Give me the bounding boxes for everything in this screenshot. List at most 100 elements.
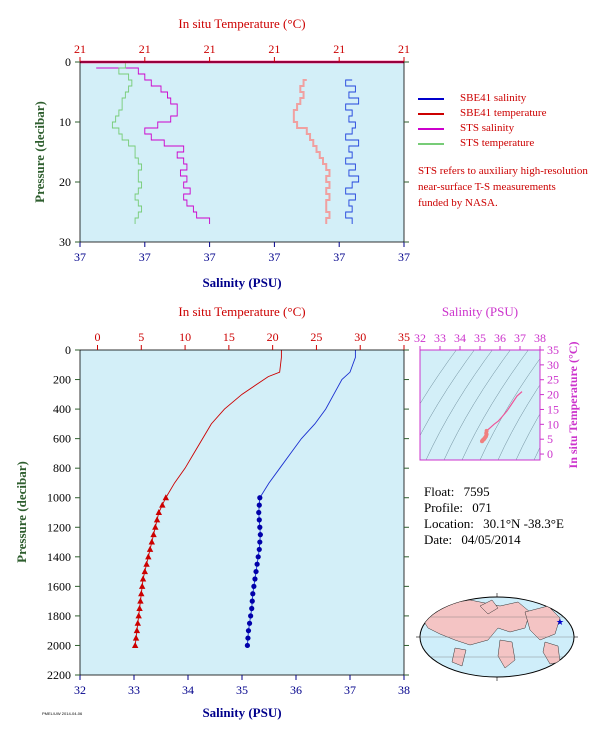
date-value: 04/05/2014	[461, 532, 521, 547]
legend-label: STS temperature	[460, 137, 535, 149]
salinity-marker	[252, 576, 258, 582]
salinity-marker	[256, 517, 262, 523]
top-pressure-tick-label: 10	[59, 115, 71, 129]
salinity-marker	[245, 635, 251, 641]
float-value: 7595	[463, 484, 490, 499]
ts-salinity-tick-label: 33	[434, 331, 446, 345]
temperature-marker	[148, 538, 156, 545]
legend-label: STS salinity	[460, 122, 515, 134]
main-pressure-tick-label: 1200	[47, 520, 71, 534]
salinity-marker	[246, 620, 253, 626]
salinity-marker	[248, 613, 254, 619]
legend-label: SBE41 temperature	[460, 107, 547, 119]
top-pressure-tick-label: 0	[65, 55, 71, 69]
main-pressure-tick-label: 2000	[47, 638, 71, 652]
ts-temp-tick-label: 20	[547, 388, 559, 402]
float-label: Float:	[424, 484, 455, 499]
salinity-marker	[256, 509, 262, 516]
date-label: Date:	[424, 532, 453, 547]
near-surface-panel: 21 21 21 21 21 21 37 37 37 37 37 37 0 10 20 30 In situ …	[32, 16, 410, 290]
main-salinity-tick-label: 38	[398, 683, 410, 697]
main-salinity-tick-label: 32	[74, 683, 86, 697]
temperature-marker	[155, 509, 163, 515]
legend-swatch	[418, 128, 444, 130]
ts-temp-tick-label: 25	[547, 373, 559, 387]
temperature-marker	[139, 575, 147, 582]
temperature-profile-line	[134, 350, 282, 646]
temperature-marker	[134, 619, 141, 626]
ts-temp-tick-label: 15	[547, 402, 559, 416]
temperature-marker	[133, 627, 141, 634]
temperature-marker	[135, 612, 142, 619]
main-temp-tick-label: 30	[354, 330, 366, 344]
main-salinity-tick-label: 37	[344, 683, 356, 697]
main-temp-tick-label: 35	[398, 330, 410, 344]
main-pressure-axis-title: Pressure (decibar)	[14, 461, 29, 563]
main-temp-tick-label: 15	[223, 330, 235, 344]
map-graticule	[420, 616, 574, 658]
top-salinity-axis-title: Salinity (PSU)	[202, 275, 281, 290]
temperature-marker	[138, 590, 145, 597]
main-temp-tick-label: 0	[95, 330, 101, 344]
ts-salinity-tick-label: 35	[474, 331, 486, 345]
top-salinity-tick-label: 37	[74, 250, 86, 264]
ts-temp-tick-label: 10	[547, 417, 559, 431]
ts-point	[480, 439, 484, 444]
main-pressure-tick-label: 1400	[47, 550, 71, 564]
top-temp-tick-label: 21	[74, 42, 86, 56]
main-temp-tick-label: 25	[310, 330, 322, 344]
main-salinity-tick-label: 35	[236, 683, 248, 697]
main-salinity-axis-title: Salinity (PSU)	[202, 705, 281, 720]
main-pressure-tick-label: 0	[65, 343, 71, 357]
profile-label: Profile:	[424, 500, 463, 515]
legend-label: SBE41 salinity	[460, 92, 527, 104]
ts-temp-tick-label: 5	[547, 432, 553, 446]
temperature-marker	[132, 634, 140, 641]
sts-temperature-line	[111, 61, 158, 224]
main-pressure-tick-label: 1000	[47, 491, 71, 505]
temperature-marker	[150, 531, 157, 538]
temperature-marker	[152, 523, 159, 530]
ts-temp-tick-label: 0	[547, 447, 553, 461]
main-pressure-tick-label: 200	[53, 373, 71, 387]
main-salinity-tick-label: 33	[128, 683, 140, 697]
salinity-marker	[255, 554, 261, 560]
location-label: Location:	[424, 516, 474, 531]
top-salinity-tick-label: 37	[139, 250, 151, 264]
salinity-marker	[256, 502, 262, 508]
salinity-marker	[244, 642, 250, 649]
salinity-marker	[257, 524, 263, 530]
sts-salinity-line	[96, 67, 211, 224]
location-line: Location: 30.1°N -38.3°E	[424, 516, 564, 532]
top-temp-tick-label: 21	[333, 42, 345, 56]
main-temp-tick-label: 5	[138, 330, 144, 344]
ts-temp-tick-label: 30	[547, 358, 559, 372]
legend-swatch	[418, 143, 444, 145]
credit-text: PMEL/UW 2014-04-06	[42, 711, 83, 716]
top-temp-tick-label: 21	[204, 42, 216, 56]
salinity-marker	[250, 591, 256, 597]
ts-salinity-axis-title: Salinity (PSU)	[442, 304, 518, 319]
salinity-marker	[256, 546, 262, 553]
temperature-marker	[138, 582, 146, 589]
date-line: Date: 04/05/2014	[424, 532, 521, 548]
main-salinity-tick-label: 36	[290, 683, 302, 697]
temperature-marker	[141, 568, 148, 575]
near-surface-frame	[79, 61, 405, 243]
salinity-marker	[254, 561, 260, 567]
top-pressure-tick-label: 20	[59, 175, 71, 189]
top-salinity-tick-label: 37	[398, 250, 410, 264]
ts-plot-area	[420, 350, 540, 460]
top-temp-tick-label: 21	[139, 42, 151, 56]
salinity-marker	[249, 598, 255, 604]
main-pressure-tick-label: 800	[53, 461, 71, 475]
full-profile-plot-area	[80, 350, 404, 675]
temperature-marker	[159, 501, 166, 508]
main-temp-tick-label: 10	[179, 330, 191, 344]
sbe41-temperature-line	[292, 79, 331, 224]
top-temp-tick-label: 21	[398, 42, 410, 56]
ts-salinity-tick-label: 36	[494, 331, 506, 345]
temperature-marker	[153, 516, 161, 523]
temperature-marker	[146, 545, 154, 552]
